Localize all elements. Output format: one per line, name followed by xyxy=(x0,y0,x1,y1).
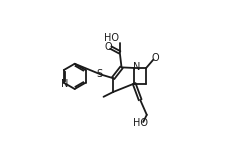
Text: HO: HO xyxy=(105,33,119,43)
Text: O: O xyxy=(105,42,112,52)
Text: N: N xyxy=(133,62,140,72)
Text: S: S xyxy=(96,69,102,79)
Text: HO: HO xyxy=(133,118,148,128)
Text: O: O xyxy=(152,53,159,63)
Text: N: N xyxy=(61,80,68,90)
